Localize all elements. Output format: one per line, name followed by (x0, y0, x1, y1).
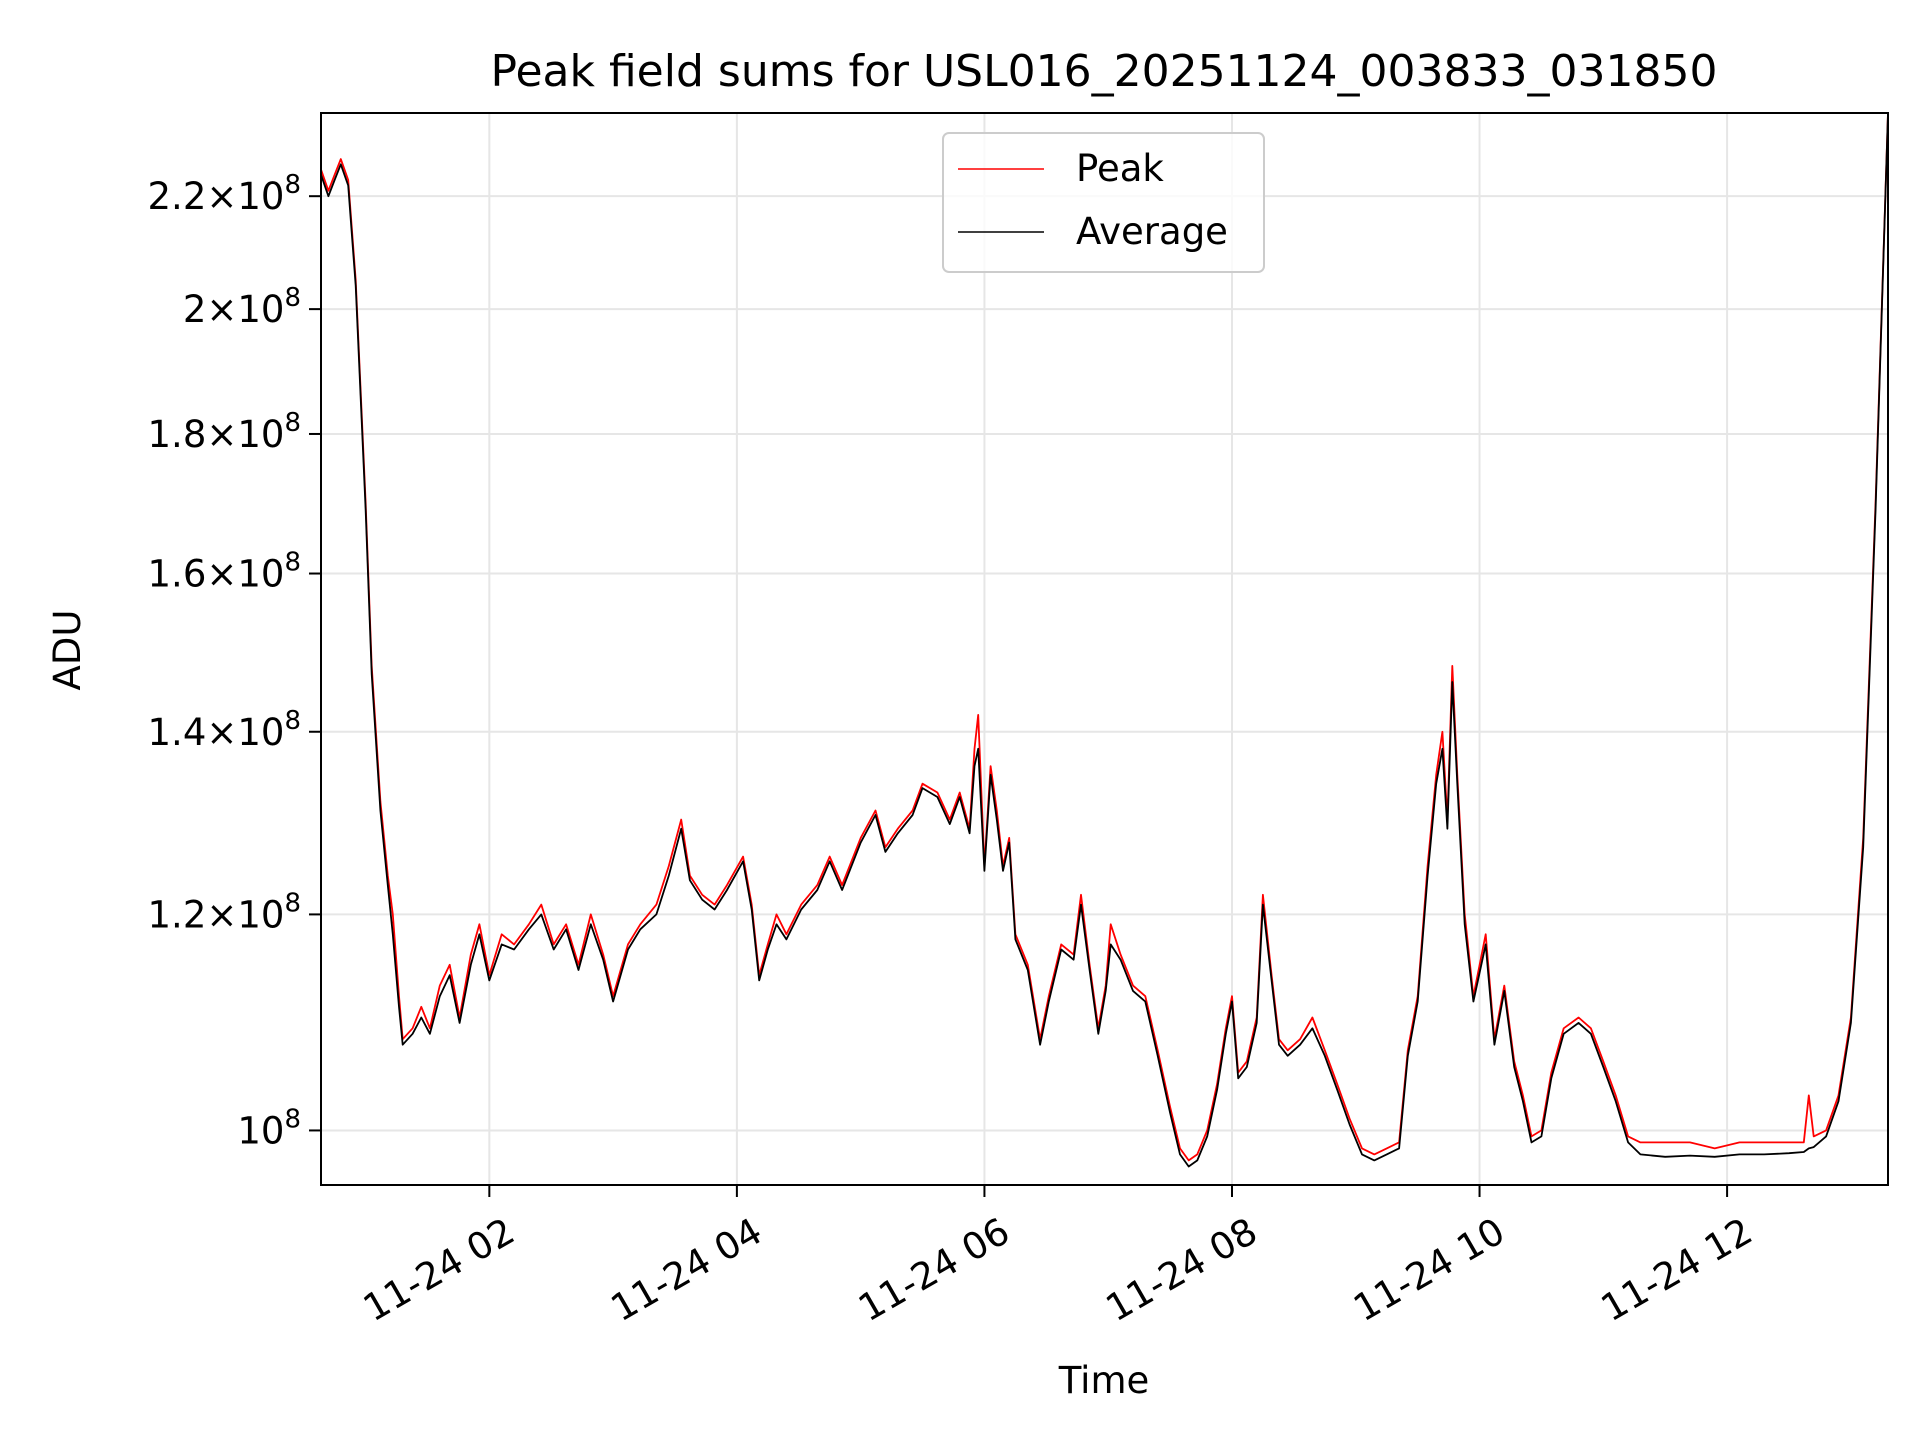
y-tick-label: 1.6×108 (148, 548, 301, 596)
y-tick-label: 2.2×108 (148, 170, 301, 218)
y-tick-label: 108 (237, 1104, 301, 1152)
series-line-average (321, 113, 1888, 1168)
y-tick-label: 1.2×108 (148, 888, 301, 936)
grid (321, 113, 1888, 1185)
legend-label-peak: Peak (1076, 147, 1164, 190)
y-tick-label: 1.8×108 (148, 408, 301, 456)
legend-box (942, 132, 1265, 273)
plot-area-frame (320, 112, 1889, 1186)
y-axis: 108 1.2×108 1.4×108 1.6×108 1.8×108 2×108 2.2×… (148, 170, 321, 1152)
chart-title: Peak field sums for USL016_20251124_0038… (491, 46, 1718, 97)
legend-label-average: Average (1076, 210, 1228, 253)
legend: Peak Average (942, 132, 1265, 273)
x-axis-title: Time (1058, 1359, 1150, 1402)
y-tick-label: 2×108 (183, 283, 301, 331)
y-tick-label: 1.4×108 (148, 706, 301, 754)
series-layer (321, 113, 1888, 1168)
y-axis-title: ADU (46, 610, 89, 691)
